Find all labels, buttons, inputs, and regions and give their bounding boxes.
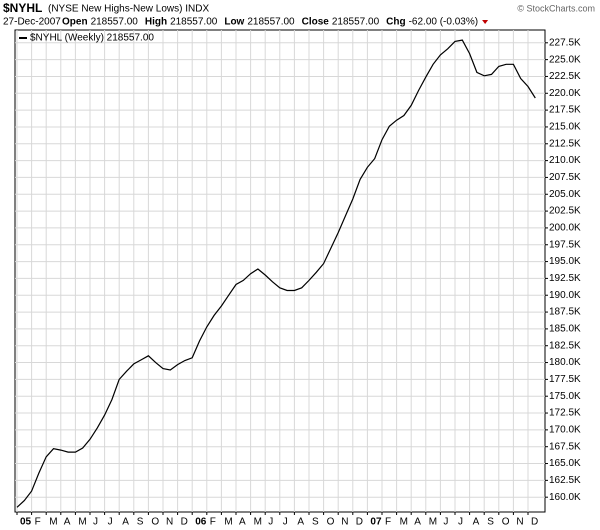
- stat-label: Chg: [386, 17, 405, 28]
- y-tick-label: 185.0K: [549, 324, 581, 335]
- date: 27-Dec-2007: [3, 17, 61, 28]
- x-tick-label: D: [531, 517, 538, 528]
- y-tick-label: 162.5K: [549, 475, 581, 486]
- stat-label: Close: [302, 17, 330, 28]
- x-tick-label: J: [283, 517, 288, 528]
- x-tick-label: J: [268, 517, 273, 528]
- x-tick-label: J: [108, 517, 113, 528]
- symbol-name: (NYSE New Highs-New Lows) INDX: [48, 4, 209, 15]
- stat-label: Low: [224, 17, 244, 28]
- y-tick-label: 197.5K: [549, 239, 581, 250]
- y-tick-label: 175.0K: [549, 391, 581, 402]
- x-tick-label: A: [239, 517, 246, 528]
- y-tick-label: 220.0K: [549, 88, 581, 99]
- down-arrow: [482, 20, 489, 24]
- y-tick-label: 167.5K: [549, 441, 581, 452]
- x-tick-label: F: [385, 517, 391, 528]
- stat-value: 218557.00: [170, 17, 218, 28]
- x-tick-label: J: [93, 517, 98, 528]
- y-tick-label: 200.0K: [549, 223, 581, 234]
- x-tick-label: F: [35, 517, 41, 528]
- symbol: $NYHL: [3, 1, 42, 15]
- legend-label: $NYHL (Weekly) 218557.00: [30, 33, 154, 44]
- x-tick-label: D: [181, 517, 188, 528]
- x-tick-label: F: [210, 517, 216, 528]
- y-tick-label: 180.0K: [549, 357, 581, 368]
- y-tick-label: 160.0K: [549, 492, 581, 503]
- stat-label: Open: [62, 17, 88, 28]
- x-tick-label: S: [137, 517, 144, 528]
- y-tick-label: 215.0K: [549, 122, 581, 133]
- x-tick-label: O: [327, 517, 335, 528]
- grid: [15, 30, 545, 512]
- x-tick-label: A: [122, 517, 129, 528]
- x-tick-label: N: [516, 517, 523, 528]
- x-tick-label: D: [356, 517, 363, 528]
- credit: © StockCharts.com: [517, 3, 595, 13]
- y-tick-label: 202.5K: [549, 206, 581, 217]
- x-tick-label: A: [414, 517, 421, 528]
- y-tick-label: 190.0K: [549, 290, 581, 301]
- y-tick-label: 177.5K: [549, 374, 581, 385]
- y-tick-label: 227.5K: [549, 37, 581, 48]
- y-tick-label: 182.5K: [549, 340, 581, 351]
- x-tick-label: M: [49, 517, 57, 528]
- x-tick-label: J: [443, 517, 448, 528]
- x-tick-label: 06: [195, 517, 207, 528]
- y-tick-label: 210.0K: [549, 155, 581, 166]
- x-tick-label: M: [400, 517, 408, 528]
- stat-label: High: [145, 17, 167, 28]
- y-tick-label: 222.5K: [549, 71, 581, 82]
- y-tick-label: 205.0K: [549, 189, 581, 200]
- x-tick-label: J: [458, 517, 463, 528]
- stat-value: 218557.00: [91, 17, 139, 28]
- x-tick-label: 07: [370, 517, 382, 528]
- x-tick-label: M: [254, 517, 262, 528]
- x-tick-label: A: [64, 517, 71, 528]
- y-tick-label: 172.5K: [549, 408, 581, 419]
- y-tick-label: 217.5K: [549, 105, 581, 116]
- y-tick-label: 195.0K: [549, 256, 581, 267]
- stat-value: 218557.00: [247, 17, 295, 28]
- stat-value: 218557.00: [332, 17, 380, 28]
- x-tick-label: A: [473, 517, 480, 528]
- x-tick-label: M: [224, 517, 232, 528]
- y-tick-label: 187.5K: [549, 307, 581, 318]
- y-tick-label: 207.5K: [549, 172, 581, 183]
- x-tick-label: M: [429, 517, 437, 528]
- stat-value: -62.00 (-0.03%): [409, 17, 478, 28]
- x-tick-label: N: [341, 517, 348, 528]
- y-tick-label: 170.0K: [549, 425, 581, 436]
- y-tick-label: 212.5K: [549, 138, 581, 149]
- x-tick-label: S: [487, 517, 494, 528]
- y-tick-label: 192.5K: [549, 273, 581, 284]
- y-tick-label: 225.0K: [549, 54, 581, 65]
- y-tick-label: 165.0K: [549, 458, 581, 469]
- x-tick-label: S: [312, 517, 319, 528]
- x-tick-label: O: [502, 517, 510, 528]
- x-tick-label: O: [151, 517, 159, 528]
- series-line: [16, 39, 536, 508]
- x-tick-label: 05: [20, 517, 32, 528]
- x-tick-label: M: [78, 517, 86, 528]
- x-tick-label: N: [166, 517, 173, 528]
- x-tick-label: A: [297, 517, 304, 528]
